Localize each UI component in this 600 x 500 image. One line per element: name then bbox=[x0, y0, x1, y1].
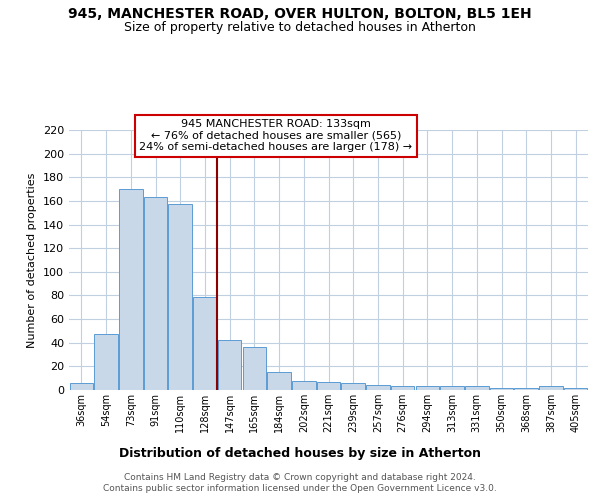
Text: Distribution of detached houses by size in Atherton: Distribution of detached houses by size … bbox=[119, 448, 481, 460]
Bar bbox=[70, 383, 93, 390]
Bar bbox=[564, 388, 587, 390]
Bar bbox=[416, 386, 439, 390]
Bar bbox=[514, 388, 538, 390]
Bar bbox=[242, 348, 266, 390]
Bar bbox=[193, 296, 217, 390]
Bar bbox=[366, 386, 389, 390]
Bar bbox=[317, 382, 340, 390]
Bar bbox=[440, 386, 464, 390]
Bar bbox=[94, 334, 118, 390]
Bar bbox=[169, 204, 192, 390]
Bar bbox=[144, 198, 167, 390]
Y-axis label: Number of detached properties: Number of detached properties bbox=[28, 172, 37, 348]
Text: Size of property relative to detached houses in Atherton: Size of property relative to detached ho… bbox=[124, 21, 476, 34]
Text: 945, MANCHESTER ROAD, OVER HULTON, BOLTON, BL5 1EH: 945, MANCHESTER ROAD, OVER HULTON, BOLTO… bbox=[68, 8, 532, 22]
Bar bbox=[465, 386, 488, 390]
Bar bbox=[490, 388, 513, 390]
Text: Contains HM Land Registry data © Crown copyright and database right 2024.: Contains HM Land Registry data © Crown c… bbox=[124, 472, 476, 482]
Bar bbox=[268, 372, 291, 390]
Bar bbox=[341, 383, 365, 390]
Bar bbox=[119, 189, 143, 390]
Bar bbox=[539, 386, 563, 390]
Text: Contains public sector information licensed under the Open Government Licence v3: Contains public sector information licen… bbox=[103, 484, 497, 493]
Bar bbox=[218, 340, 241, 390]
Bar bbox=[292, 380, 316, 390]
Text: 945 MANCHESTER ROAD: 133sqm
← 76% of detached houses are smaller (565)
24% of se: 945 MANCHESTER ROAD: 133sqm ← 76% of det… bbox=[139, 119, 413, 152]
Bar bbox=[391, 386, 415, 390]
